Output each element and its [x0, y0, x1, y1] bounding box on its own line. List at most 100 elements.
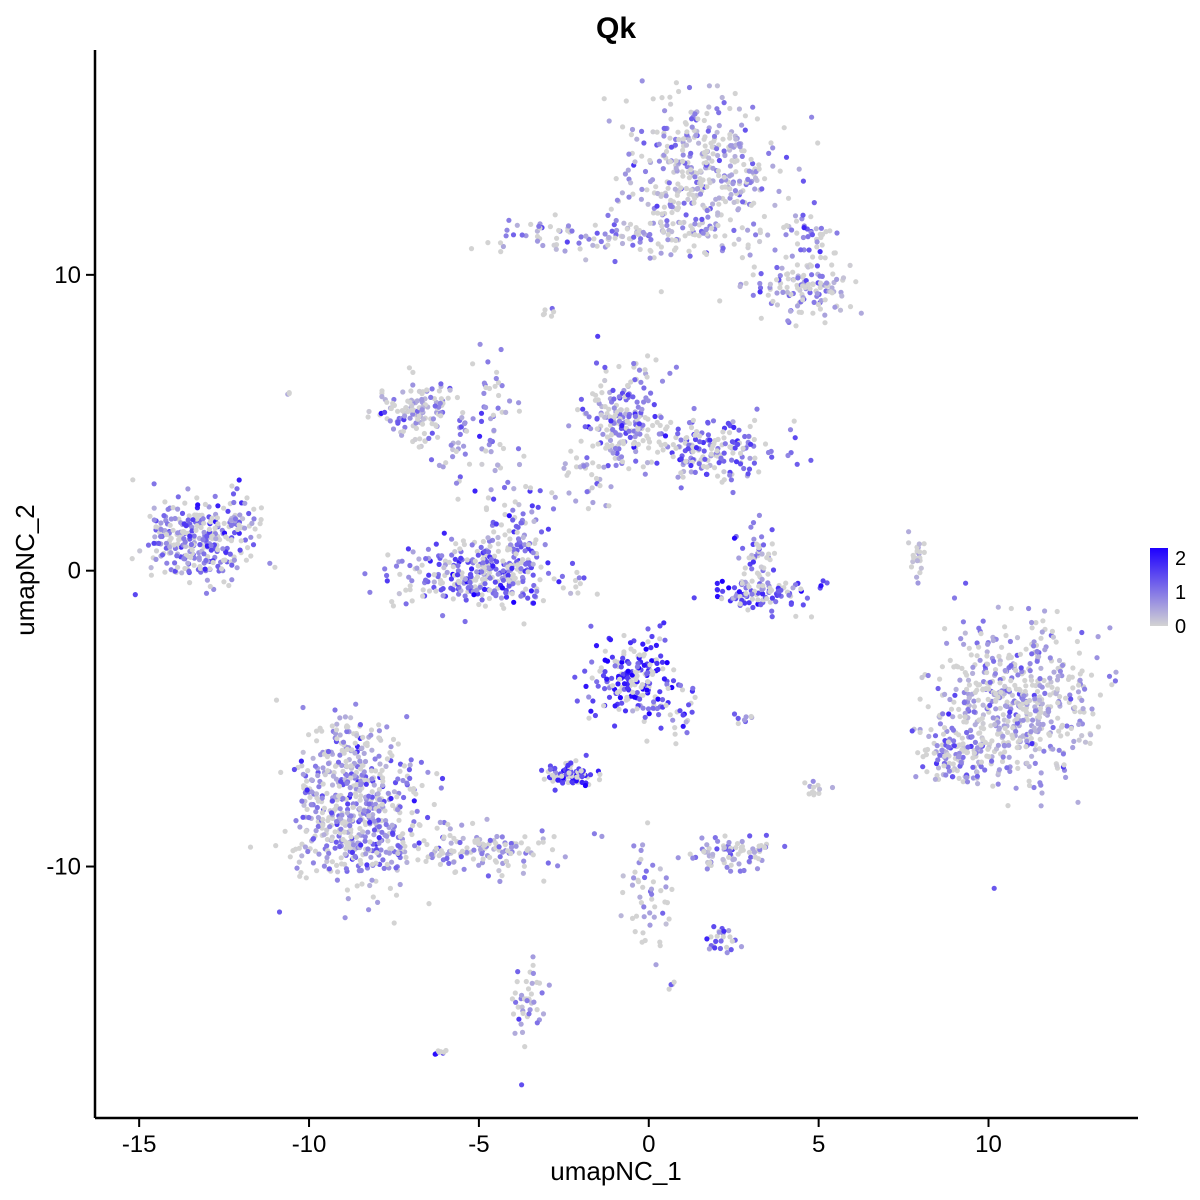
cell-point	[645, 820, 651, 826]
cell-point	[602, 648, 608, 654]
cell-point	[758, 602, 764, 608]
cell-point	[708, 451, 715, 457]
cell-point	[642, 415, 648, 421]
cell-point	[601, 703, 607, 709]
cell-point	[477, 433, 483, 439]
cell-point	[917, 570, 923, 576]
cell-point	[916, 541, 922, 547]
cell-point	[498, 249, 504, 255]
cell-point	[658, 193, 664, 199]
cell-point	[1106, 673, 1113, 679]
cell-point	[640, 705, 646, 711]
cell-point	[175, 494, 181, 500]
cell-point	[662, 433, 669, 439]
cell-point	[314, 804, 320, 811]
cell-point	[1009, 692, 1016, 698]
cell-point	[640, 438, 646, 444]
cell-point	[606, 694, 613, 700]
cell-point	[717, 298, 723, 304]
cell-point	[1047, 732, 1053, 738]
cell-point	[793, 323, 799, 329]
cell-point	[649, 633, 655, 640]
cell-point	[462, 451, 468, 457]
cell-point	[634, 664, 641, 670]
cell-point	[251, 506, 257, 512]
cell-point	[1050, 724, 1056, 731]
cell-point	[495, 534, 501, 541]
cell-point	[749, 578, 755, 584]
cell-point	[401, 763, 407, 769]
cell-point	[449, 536, 455, 542]
cell-point	[374, 850, 380, 856]
cell-point	[500, 558, 506, 564]
cell-point	[718, 455, 724, 461]
cell-point	[960, 741, 966, 747]
cell-point	[617, 688, 623, 694]
cell-point	[964, 686, 970, 693]
cell-point	[437, 861, 443, 868]
cell-point	[617, 676, 623, 682]
cell-point	[787, 427, 794, 433]
cell-point	[680, 158, 686, 164]
cell-point	[750, 559, 757, 565]
cell-point	[335, 869, 341, 875]
cell-point	[626, 428, 632, 434]
cell-point	[741, 717, 748, 723]
cell-point	[512, 990, 518, 996]
cell-point	[751, 221, 757, 227]
cell-point	[475, 563, 481, 569]
cell-point	[663, 702, 669, 708]
cell-point	[373, 801, 379, 808]
cell-point	[369, 877, 375, 883]
cell-point	[914, 558, 921, 564]
cell-point	[668, 116, 674, 122]
cell-point	[390, 830, 396, 836]
cell-point	[145, 542, 152, 548]
cell-point	[806, 791, 812, 797]
cell-point	[453, 541, 459, 547]
cell-point	[471, 592, 477, 598]
cell-point	[645, 639, 651, 645]
cell-point	[556, 579, 562, 585]
cell-point	[971, 709, 977, 715]
cell-point	[360, 734, 366, 741]
cell-point	[153, 548, 160, 554]
cell-point	[702, 456, 708, 462]
cell-point	[368, 732, 374, 738]
cell-point	[533, 537, 539, 543]
cell-point	[345, 896, 351, 902]
cell-point	[476, 841, 482, 847]
cell-point	[521, 453, 527, 459]
cell-point	[320, 765, 326, 771]
cell-point	[708, 934, 714, 940]
x-tick-label: 10	[975, 1131, 1002, 1158]
cell-point	[769, 541, 775, 547]
cell-point	[634, 136, 640, 142]
cell-point	[721, 469, 727, 475]
cell-point	[757, 289, 763, 295]
cell-point	[505, 479, 511, 485]
cell-point	[644, 187, 650, 193]
cell-point	[631, 234, 637, 240]
cell-point	[1005, 803, 1011, 809]
cell-point	[823, 229, 829, 235]
cell-point	[1012, 682, 1018, 688]
cell-point	[684, 435, 690, 441]
cell-point	[383, 818, 389, 824]
cell-point	[665, 185, 671, 191]
cell-point	[677, 708, 683, 714]
cell-point	[414, 565, 420, 571]
cell-point	[201, 529, 207, 536]
cell-point	[197, 542, 203, 548]
cell-point	[703, 226, 709, 233]
cell-point	[946, 768, 953, 774]
cell-point	[731, 535, 738, 541]
cell-point	[535, 504, 541, 510]
cell-point	[250, 542, 257, 548]
cell-point	[638, 236, 644, 242]
cell-point	[215, 503, 221, 509]
cell-point	[987, 679, 993, 685]
cell-point	[974, 640, 980, 646]
cell-point	[1007, 768, 1013, 775]
